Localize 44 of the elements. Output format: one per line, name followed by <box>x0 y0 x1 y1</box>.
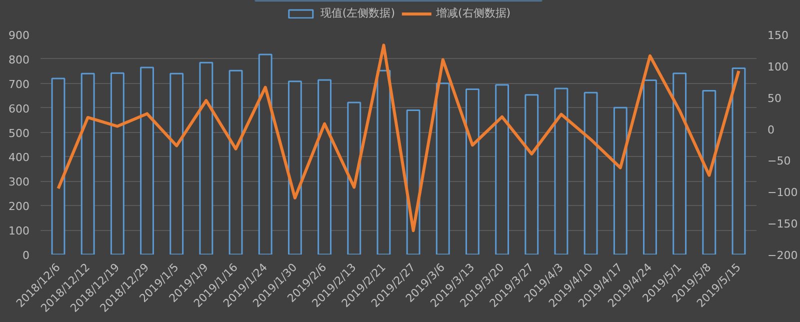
bar <box>140 66 154 254</box>
bar <box>347 102 362 254</box>
bar <box>643 79 657 254</box>
bar <box>170 72 184 254</box>
y-tick-label: 300 <box>8 176 30 189</box>
y-tick-label: 700 <box>8 78 30 91</box>
bar <box>199 62 214 254</box>
bar <box>228 70 243 254</box>
y-tick-label: 800 <box>8 53 30 66</box>
bar <box>318 79 332 254</box>
y2-tick-label: −200 <box>768 249 798 262</box>
line-series <box>56 44 740 232</box>
y-tick-label: 400 <box>8 151 30 164</box>
y2-tick-label: 150 <box>768 29 788 42</box>
bar <box>376 70 391 254</box>
y2-tick-label: −100 <box>768 186 798 200</box>
y-tick-label: 900 <box>8 29 30 42</box>
bar <box>110 72 124 254</box>
bar <box>732 67 746 254</box>
bar <box>613 106 628 254</box>
legend-label: 增减(右侧数据) <box>436 6 511 20</box>
y-tick-label: 0 <box>22 249 30 262</box>
bar <box>584 92 598 254</box>
y-tick-label: 100 <box>8 224 30 238</box>
bar <box>80 72 95 254</box>
bar <box>702 90 716 254</box>
bar <box>554 88 568 254</box>
legend-label: 现值(左侧数据) <box>320 6 395 20</box>
bar <box>466 88 480 254</box>
y-tick-label: 500 <box>8 126 30 140</box>
bar <box>524 94 539 254</box>
bar <box>495 84 510 254</box>
bar <box>288 80 302 254</box>
y-tick-label: 200 <box>8 200 30 214</box>
y2-tick-label: 50 <box>768 92 782 105</box>
y-tick-label: 600 <box>8 102 30 116</box>
y2-tick-label: −150 <box>768 218 798 231</box>
bar <box>258 54 272 254</box>
y2-tick-label: −50 <box>768 154 791 168</box>
y2-tick-label: 0 <box>768 123 774 136</box>
bar <box>672 72 687 254</box>
y2-tick-label: 100 <box>768 60 788 74</box>
bar <box>51 78 66 254</box>
bar <box>436 82 450 254</box>
